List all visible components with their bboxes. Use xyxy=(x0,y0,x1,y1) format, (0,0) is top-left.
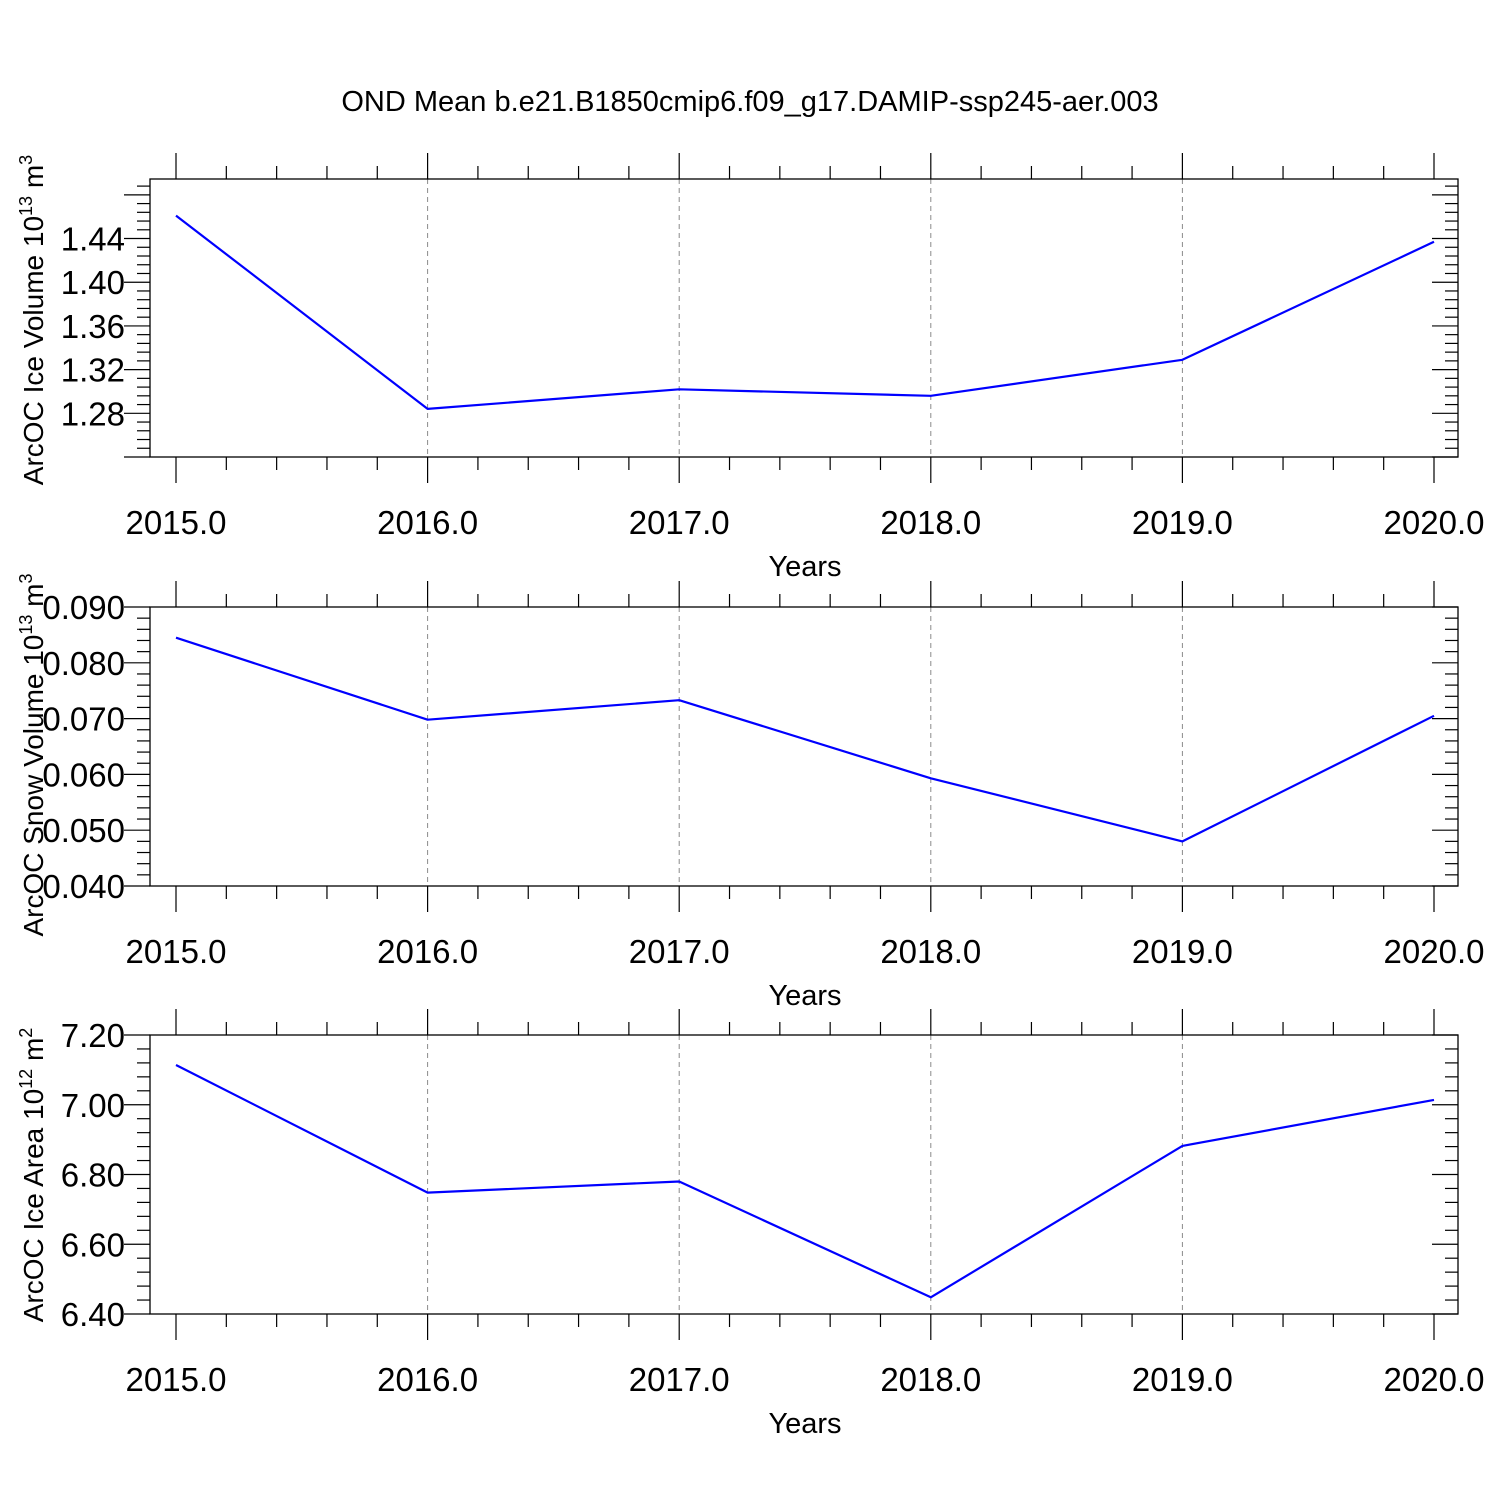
chart-panel-3: 2015.0 2016.0 2017.0 2018.0 2019.0 2020.0 6.40… xyxy=(16,1009,1484,1440)
y-tick-label: 1.28 xyxy=(61,395,125,432)
x-tick-label: 2019.0 xyxy=(1132,1361,1233,1398)
chart-panel-2: 2015.0 2016.0 2017.0 2018.0 2019.0 2020.0 0.04… xyxy=(16,573,1484,1012)
x-axis-label: Years xyxy=(768,980,841,1012)
x-tick-label: 2019.0 xyxy=(1132,504,1233,541)
figure-title: OND Mean b.e21.B1850cmip6.f09_g17.DAMIP-… xyxy=(341,86,1158,118)
x-tick-label: 2020.0 xyxy=(1384,504,1485,541)
y-tick-label: 0.080 xyxy=(42,645,125,682)
x-tick-label: 2016.0 xyxy=(377,1361,478,1398)
y-tick-label: 1.44 xyxy=(61,221,125,258)
y-tick-label: 0.070 xyxy=(42,701,125,738)
x-tick-label: 2015.0 xyxy=(126,1361,227,1398)
plot-frame xyxy=(149,178,1459,458)
x-tick-label: 2015.0 xyxy=(126,504,227,541)
y-tick-label: 0.060 xyxy=(42,756,125,793)
y-tick-label: 6.80 xyxy=(61,1157,125,1194)
y-axis-label: ArcOC Ice Area 1012 m2 xyxy=(16,1028,49,1323)
x-axis-label: Years xyxy=(768,551,841,583)
series-line xyxy=(175,636,1435,843)
y-tick-label: 0.040 xyxy=(42,868,125,905)
y-tick-label: 0.090 xyxy=(42,589,125,626)
y-tick-label: 1.32 xyxy=(61,352,125,389)
x-tick-label: 2019.0 xyxy=(1132,933,1233,970)
y-axis-label: ArcOC Snow Volume 1013 m3 xyxy=(16,573,49,936)
series-line xyxy=(175,1064,1435,1299)
y-tick-label: 7.20 xyxy=(61,1017,125,1054)
x-axis-label: Years xyxy=(768,1408,841,1440)
x-tick-label: 2018.0 xyxy=(880,504,981,541)
y-axis-label: ArcOC Ice Volume 1013 m3 xyxy=(16,155,49,485)
x-tick-label: 2020.0 xyxy=(1384,1361,1485,1398)
x-tick-label: 2017.0 xyxy=(629,1361,730,1398)
x-tick-label: 2017.0 xyxy=(629,504,730,541)
plot-frame xyxy=(149,606,1459,887)
y-tick-label: 7.00 xyxy=(61,1087,125,1124)
x-tick-label: 2018.0 xyxy=(880,933,981,970)
x-tick-label: 2020.0 xyxy=(1384,933,1485,970)
y-tick-label: 1.40 xyxy=(61,264,125,301)
plot-frame xyxy=(149,1034,1459,1315)
y-tick-label: 0.050 xyxy=(42,812,125,849)
y-tick-label: 6.40 xyxy=(61,1296,125,1333)
x-tick-label: 2015.0 xyxy=(126,933,227,970)
chart-panel-1: 2015.0 2016.0 2017.0 2018.0 2019.0 2020.0 1.28… xyxy=(16,153,1484,583)
y-tick-label: 1.36 xyxy=(61,308,125,345)
x-tick-label: 2018.0 xyxy=(880,1361,981,1398)
x-tick-label: 2016.0 xyxy=(377,933,478,970)
x-tick-label: 2016.0 xyxy=(377,504,478,541)
y-tick-label: 6.60 xyxy=(61,1226,125,1263)
series-line xyxy=(175,214,1435,410)
x-tick-label: 2017.0 xyxy=(629,933,730,970)
